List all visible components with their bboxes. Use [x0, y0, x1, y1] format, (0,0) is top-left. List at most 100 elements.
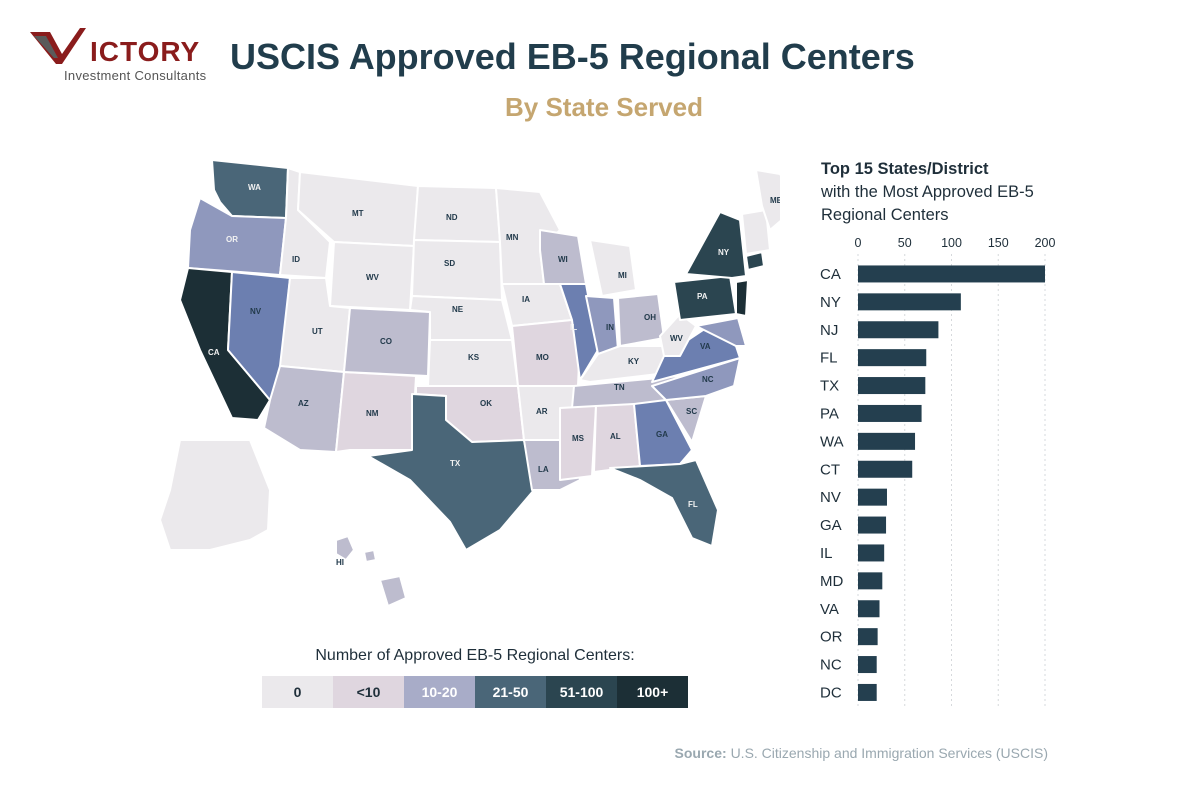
label-ky: KY [628, 357, 640, 366]
label-ny: NY [718, 248, 730, 257]
source-text: U.S. Citizenship and Immigration Service… [730, 745, 1048, 761]
state-ks [427, 339, 519, 387]
source-label: Source: [674, 745, 727, 761]
label-nd: ND [446, 213, 458, 222]
label-ok: OK [480, 399, 492, 408]
bar [858, 404, 922, 422]
bar-category-label: CT [820, 461, 840, 478]
side-chart-heading-rest: with the Most Approved EB-5 Regional Cen… [821, 183, 1034, 224]
x-tick-label: 200 [1035, 236, 1056, 250]
bar-category-label: GA [820, 517, 842, 534]
bar-category-label: MD [820, 573, 843, 590]
side-chart-heading-bold: Top 15 States/District [821, 160, 989, 178]
state-mi [589, 239, 637, 297]
state-md [695, 317, 747, 347]
bar-category-label: IL [820, 545, 833, 562]
bar [858, 265, 1045, 283]
state-ny [685, 211, 747, 279]
bar [858, 544, 885, 562]
state-fl [609, 459, 719, 547]
bar-category-label: PA [820, 405, 839, 422]
label-mn: MN [506, 233, 519, 242]
bar [858, 488, 887, 506]
state-ct [745, 251, 765, 271]
bar-category-label: VA [820, 601, 839, 618]
label-mi: MI [618, 271, 627, 280]
label-al: AL [610, 432, 621, 441]
side-chart-heading: Top 15 States/District with the Most App… [821, 158, 1081, 227]
label-ut: UT [312, 327, 323, 336]
label-in: IN [606, 323, 614, 332]
label-il: IL [570, 323, 577, 332]
label-id: ID [292, 255, 300, 264]
label-wv-east: WV [670, 334, 684, 343]
label-nm: NM [366, 409, 379, 418]
bar [858, 321, 939, 339]
bar [858, 628, 878, 646]
label-wv-west: WV [366, 273, 380, 282]
bar-chart: 0 50 100 150 200 CA NY NJ FL TX PA WA CT NV GA IL MD VA OR… [820, 236, 1056, 707]
label-ca: CA [208, 348, 220, 357]
state-ak [159, 439, 271, 551]
bar [858, 432, 916, 450]
label-co: CO [380, 337, 392, 346]
label-ms: MS [572, 434, 585, 443]
label-ks: KS [468, 353, 480, 362]
label-az: AZ [298, 399, 309, 408]
bar-category-label: NJ [820, 322, 838, 339]
label-me: ME [770, 196, 780, 205]
legend-item: 100+ [617, 676, 688, 708]
label-la: LA [538, 465, 549, 474]
label-ia: IA [522, 295, 530, 304]
label-tn: TN [614, 383, 625, 392]
bar-category-label: CA [820, 266, 841, 283]
page-title: USCIS Approved EB-5 Regional Centers [230, 36, 915, 77]
label-oh: OH [644, 313, 656, 322]
legend: 0 <10 10-20 21-50 51-100 100+ [262, 676, 688, 708]
label-ne: NE [452, 305, 464, 314]
logo-text: ICTORY [90, 36, 201, 67]
label-pa: PA [697, 292, 708, 301]
legend-item: <10 [333, 676, 404, 708]
label-wi: WI [558, 255, 568, 264]
label-va: VA [700, 342, 711, 351]
label-tx: TX [450, 459, 461, 468]
label-ga: GA [656, 430, 668, 439]
label-mt: MT [352, 209, 364, 218]
logo-v-mark [30, 28, 86, 64]
bar [858, 683, 877, 701]
x-tick-label: 50 [898, 236, 912, 250]
label-nc: NC [702, 375, 714, 384]
label-sd: SD [444, 259, 455, 268]
state-tx [367, 393, 535, 551]
state-ms [559, 405, 597, 481]
legend-item: 0 [262, 676, 333, 708]
legend-item: 10-20 [404, 676, 475, 708]
state-ga [633, 399, 693, 467]
bar-category-label: TX [820, 378, 839, 395]
page-subtitle: By State Served [505, 92, 703, 122]
state-nj [735, 279, 749, 317]
bar [858, 572, 883, 590]
state-az [263, 365, 345, 453]
bar [858, 600, 880, 618]
label-wa: WA [248, 183, 261, 192]
state-sd [411, 239, 503, 301]
label-or: OR [226, 235, 238, 244]
bar [858, 460, 913, 478]
state-hi [335, 535, 407, 607]
us-map: WA OR CA NV ID MT WV UT AZ NM CO ND SD N… [159, 159, 780, 607]
bar-category-label: OR [820, 629, 843, 646]
bar-category-label: WA [820, 433, 844, 450]
state-me [755, 169, 780, 231]
x-tick-label: 150 [988, 236, 1009, 250]
label-nv: NV [250, 307, 262, 316]
bar-category-label: NV [820, 489, 841, 506]
bar [858, 293, 961, 311]
logo-tagline: Investment Consultants [64, 68, 207, 83]
legend-item: 51-100 [546, 676, 617, 708]
label-sc: SC [686, 407, 697, 416]
bar-category-label: FL [820, 350, 838, 367]
bar [858, 656, 877, 674]
x-tick-label: 100 [941, 236, 962, 250]
